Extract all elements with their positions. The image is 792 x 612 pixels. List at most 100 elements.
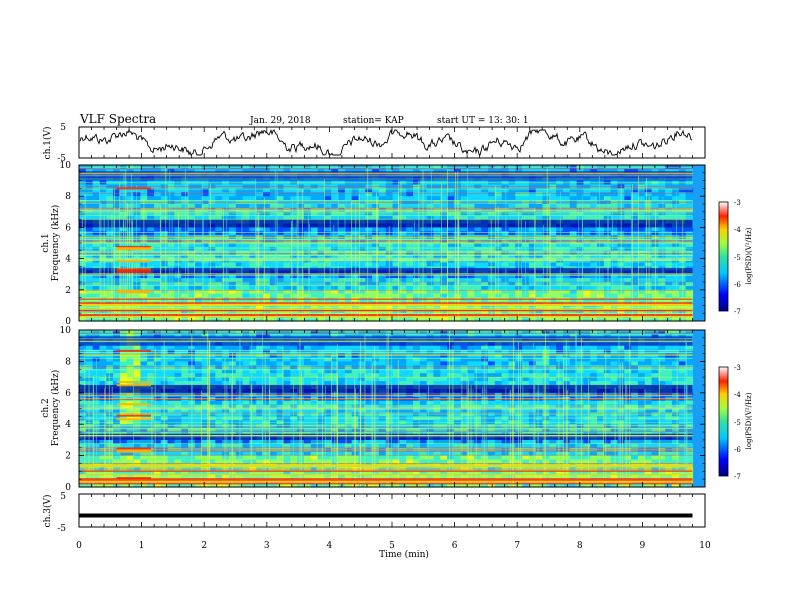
spectrogram-cell bbox=[617, 330, 625, 335]
spectrogram-cell bbox=[290, 250, 298, 256]
spectrogram-cell bbox=[201, 333, 210, 339]
spectrogram-cell bbox=[460, 246, 469, 252]
spectrogram-cell bbox=[215, 353, 223, 359]
spectrogram-cell bbox=[576, 211, 585, 217]
spectrogram-cell bbox=[194, 215, 203, 221]
spectrogram-cell bbox=[92, 274, 101, 279]
spectrogram-cell bbox=[147, 192, 155, 197]
spectrogram-cell bbox=[549, 349, 557, 355]
spectrogram-cell bbox=[447, 243, 455, 248]
spectrogram-cell bbox=[188, 289, 196, 295]
spectrogram-cell bbox=[201, 215, 210, 221]
spectrogram-cell bbox=[372, 250, 380, 256]
spectrogram-cell bbox=[610, 353, 619, 359]
spectrogram-cell bbox=[583, 227, 591, 232]
spectrogram-band bbox=[79, 219, 693, 228]
spectrogram-cell bbox=[597, 239, 605, 244]
spectrogram-cell bbox=[610, 301, 619, 306]
spectrogram-cell bbox=[617, 345, 625, 351]
spectrogram-cell bbox=[249, 239, 257, 244]
spectrogram-cell bbox=[610, 297, 619, 303]
spectrogram-cell bbox=[508, 227, 516, 232]
spectrogram-cell bbox=[317, 361, 325, 366]
spectrogram-cell bbox=[372, 333, 380, 339]
spectrogram-cell bbox=[256, 357, 264, 362]
spectrogram-cell bbox=[624, 204, 632, 209]
spectrogram-cell bbox=[290, 227, 298, 232]
spectrogram-cell bbox=[542, 254, 550, 260]
spectrogram-cell bbox=[317, 246, 325, 252]
spectrogram-cell bbox=[597, 274, 605, 279]
spectrogram-cell bbox=[324, 246, 332, 252]
spectrogram-cell bbox=[297, 192, 305, 197]
spectrogram-cell bbox=[174, 188, 182, 193]
spectrogram-cell bbox=[392, 192, 400, 197]
spectrogram-cell bbox=[597, 254, 605, 260]
spectrogram-cell bbox=[447, 345, 455, 351]
spectrogram-cell bbox=[85, 243, 94, 248]
spectrogram-cell bbox=[228, 188, 237, 193]
spectrogram-cell bbox=[174, 192, 182, 197]
spectrogram-cell bbox=[562, 168, 571, 174]
spectrogram-cell bbox=[147, 333, 155, 339]
spectrogram-cell bbox=[358, 309, 366, 314]
spectrogram-cell bbox=[542, 285, 550, 291]
spectrogram-cell bbox=[474, 333, 482, 339]
spectrogram-cell bbox=[344, 246, 353, 252]
spectrogram-cell bbox=[413, 254, 421, 260]
spectrogram-cell bbox=[269, 285, 278, 291]
spectrogram-cell bbox=[562, 309, 571, 314]
spectrogram-cell bbox=[569, 254, 578, 260]
spectrogram-cell bbox=[365, 231, 373, 236]
spectrogram-cell bbox=[685, 289, 694, 295]
spectrogram-cell bbox=[160, 227, 169, 232]
spectrogram-cell bbox=[658, 333, 666, 339]
spectrogram-cell bbox=[419, 231, 428, 236]
spectrogram-cell bbox=[85, 262, 94, 267]
spectrogram-cell bbox=[624, 211, 632, 217]
spectrogram-cell bbox=[160, 297, 169, 303]
spectrogram-cell bbox=[583, 278, 591, 283]
spectrogram-cell bbox=[535, 262, 544, 267]
spectrogram-cell bbox=[583, 317, 591, 322]
spectrogram-cell bbox=[126, 282, 135, 287]
spectrogram-cell bbox=[303, 361, 312, 366]
spectrogram-cell bbox=[290, 365, 298, 370]
spectrogram-cell bbox=[562, 365, 571, 370]
spectrogram-cell bbox=[658, 231, 666, 236]
spectrogram-cell bbox=[310, 293, 319, 299]
spectrogram-cell bbox=[85, 278, 94, 283]
spectrogram-cell bbox=[549, 330, 557, 335]
spectrogram-cell bbox=[419, 353, 428, 359]
spectrogram-cell bbox=[215, 246, 223, 252]
spectrogram-cell bbox=[297, 215, 305, 221]
spectrogram-cell bbox=[208, 282, 216, 287]
spectrogram-cell bbox=[569, 349, 578, 355]
spectrogram-cell bbox=[92, 293, 101, 299]
spectrogram-cell bbox=[208, 211, 216, 217]
burst-segment bbox=[116, 248, 151, 251]
spectrogram-cell bbox=[317, 192, 325, 197]
spectrogram-cell bbox=[576, 333, 585, 339]
spectrogram-cell bbox=[474, 243, 482, 248]
spectrogram-cell bbox=[590, 301, 598, 306]
spectrogram-cell bbox=[562, 231, 571, 236]
spectrogram-cell bbox=[249, 365, 257, 370]
spectrogram-cell bbox=[324, 192, 332, 197]
spectrogram-cell bbox=[358, 231, 366, 236]
spectrogram-cell bbox=[85, 333, 94, 339]
spectrogram-cell bbox=[569, 243, 578, 248]
spectrogram-cell bbox=[542, 361, 550, 366]
ch1-waveform-ylabel: ch.1(V) bbox=[42, 127, 53, 160]
spectrogram-cell bbox=[644, 349, 653, 355]
spectrogram-cell bbox=[651, 282, 659, 287]
spectrogram-cell bbox=[685, 301, 694, 306]
spectrogram-cell bbox=[263, 282, 271, 287]
spectrogram-cell bbox=[399, 196, 407, 201]
spectrogram-cell bbox=[419, 215, 428, 221]
spectrogram-cell bbox=[276, 239, 285, 244]
spectrogram-cell bbox=[201, 227, 210, 232]
spectrogram-cell bbox=[119, 168, 128, 174]
spectrogram-cell bbox=[290, 282, 298, 287]
spectrogram-cell bbox=[106, 274, 114, 279]
